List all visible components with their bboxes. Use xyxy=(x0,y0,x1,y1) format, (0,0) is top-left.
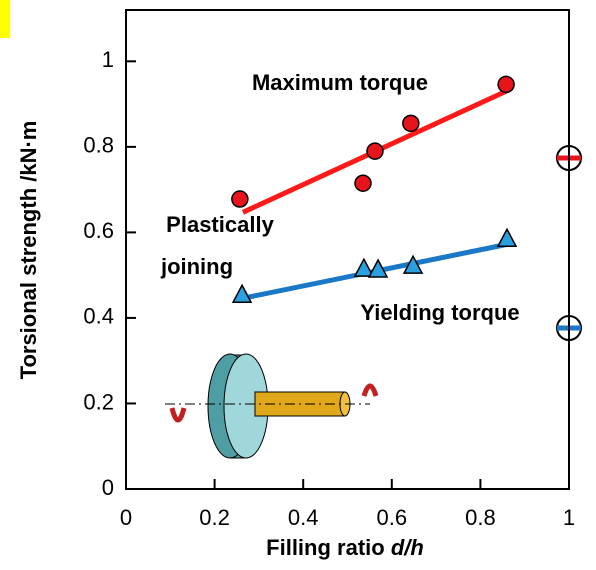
data-point xyxy=(402,254,424,274)
highlight-block xyxy=(0,0,10,38)
annotation: joining xyxy=(160,254,233,279)
data-point xyxy=(353,257,375,277)
y-tick-label: 0.6 xyxy=(83,218,114,243)
plot-frame xyxy=(125,9,570,490)
shaft-illustration xyxy=(165,353,379,459)
x-axis-label-var: d/h xyxy=(391,535,424,560)
data-point xyxy=(354,174,372,192)
series-label: Yielding torque xyxy=(360,300,519,325)
annotation: Plastically xyxy=(166,212,274,237)
y-tick-label: 0.8 xyxy=(83,133,114,158)
data-point xyxy=(402,114,420,133)
x-tick-label: 0.4 xyxy=(288,505,319,530)
data-point xyxy=(497,75,515,94)
x-axis-label: Filling ratio d/h xyxy=(266,535,424,560)
x-tick-label: 1 xyxy=(563,505,575,530)
x-tick-label: 0.2 xyxy=(199,505,230,530)
x-tick-label: 0 xyxy=(120,505,132,530)
data-point xyxy=(496,227,518,247)
data-point xyxy=(231,283,253,304)
x-axis-label-text: Filling ratio xyxy=(266,535,385,560)
y-tick-label: 0.4 xyxy=(83,304,114,329)
plus-marker xyxy=(556,145,582,341)
series-label: Maximum torque xyxy=(252,70,428,95)
x-tick-label: 0.6 xyxy=(377,505,408,530)
y-axis-label: Torsional strength /kN·m xyxy=(16,121,41,380)
data-point xyxy=(366,142,384,160)
data-point xyxy=(231,190,249,208)
data-point xyxy=(367,258,389,278)
y-tick-label: 1 xyxy=(102,47,114,72)
x-tick-label: 0.8 xyxy=(465,505,496,530)
y-tick-label: 0 xyxy=(102,475,114,500)
y-tick-label: 0.2 xyxy=(83,389,114,414)
